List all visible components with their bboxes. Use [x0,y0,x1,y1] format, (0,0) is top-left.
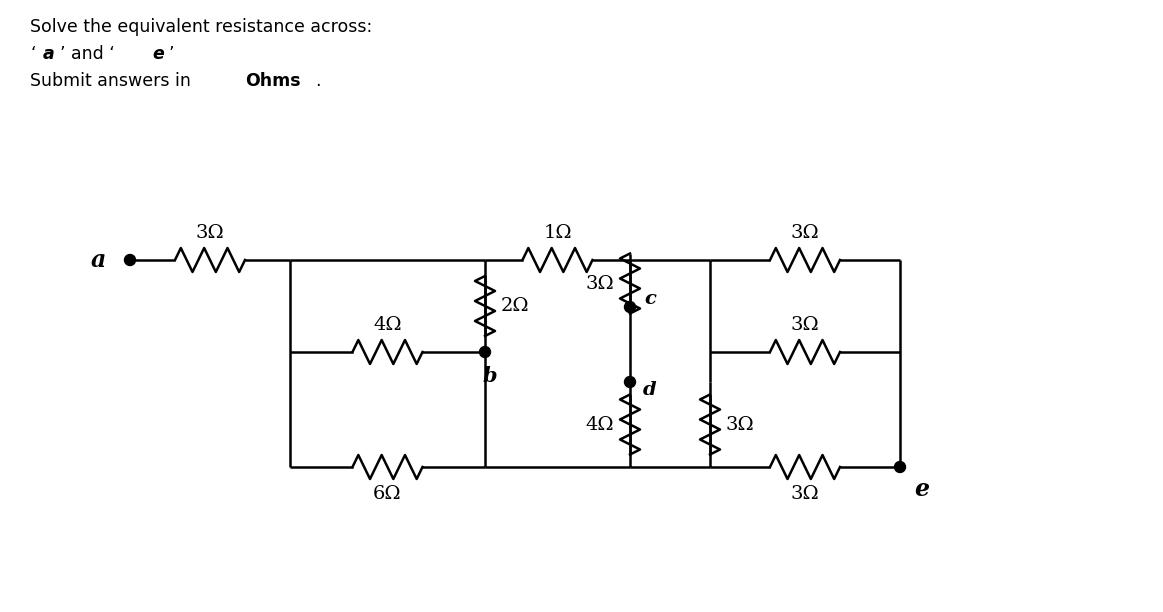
Text: ’: ’ [167,45,173,63]
Text: 3Ω: 3Ω [791,316,820,334]
Text: e: e [914,477,929,501]
Text: Ohms: Ohms [245,72,300,90]
Text: ’ and ‘: ’ and ‘ [60,45,115,63]
Text: e: e [152,45,164,63]
Text: c: c [644,290,656,308]
Text: ‘: ‘ [30,45,36,63]
Text: 4Ω: 4Ω [586,416,614,433]
Text: 3Ω: 3Ω [726,416,755,433]
Text: 3Ω: 3Ω [791,224,820,242]
Text: Submit answers in: Submit answers in [30,72,197,90]
Text: 1Ω: 1Ω [543,224,572,242]
Circle shape [625,302,635,313]
Text: a: a [91,248,106,272]
Text: .: . [315,72,321,90]
Circle shape [479,346,491,357]
Text: 2Ω: 2Ω [501,297,529,315]
Circle shape [894,461,906,472]
Text: 4Ω: 4Ω [373,316,401,334]
Circle shape [124,255,136,266]
Circle shape [625,376,635,387]
Text: 3Ω: 3Ω [586,275,614,293]
Text: 3Ω: 3Ω [195,224,224,242]
Text: a: a [43,45,55,63]
Text: Solve the equivalent resistance across:: Solve the equivalent resistance across: [30,18,372,36]
Text: b: b [483,366,498,386]
Text: 3Ω: 3Ω [791,485,820,503]
Text: d: d [643,381,657,399]
Text: 6Ω: 6Ω [373,485,401,503]
